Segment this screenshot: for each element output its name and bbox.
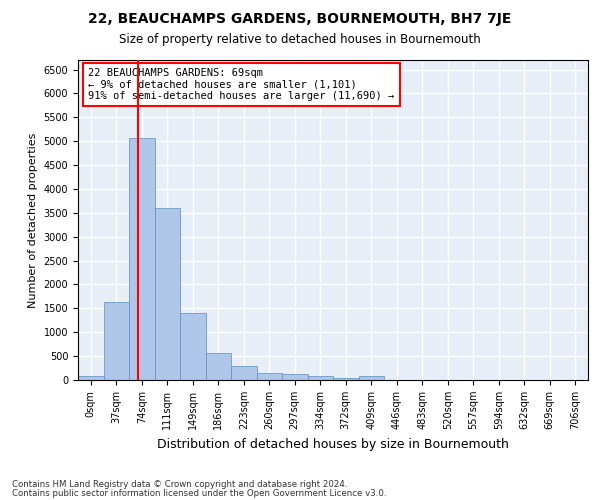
Text: 22 BEAUCHAMPS GARDENS: 69sqm
← 9% of detached houses are smaller (1,101)
91% of : 22 BEAUCHAMPS GARDENS: 69sqm ← 9% of det… <box>88 68 394 101</box>
Bar <box>104 302 129 380</box>
Bar <box>205 352 231 380</box>
Text: Contains public sector information licensed under the Open Government Licence v3: Contains public sector information licen… <box>12 488 386 498</box>
Bar <box>359 376 384 380</box>
Bar <box>78 376 104 380</box>
Text: Contains HM Land Registry data © Crown copyright and database right 2024.: Contains HM Land Registry data © Crown c… <box>12 480 347 489</box>
X-axis label: Distribution of detached houses by size in Bournemouth: Distribution of detached houses by size … <box>157 438 509 450</box>
Text: 22, BEAUCHAMPS GARDENS, BOURNEMOUTH, BH7 7JE: 22, BEAUCHAMPS GARDENS, BOURNEMOUTH, BH7… <box>88 12 512 26</box>
Bar <box>257 373 282 380</box>
Y-axis label: Number of detached properties: Number of detached properties <box>28 132 38 308</box>
Bar <box>333 378 359 380</box>
Bar <box>308 376 333 380</box>
Bar <box>129 138 155 380</box>
Bar <box>282 374 308 380</box>
Text: Size of property relative to detached houses in Bournemouth: Size of property relative to detached ho… <box>119 32 481 46</box>
Bar <box>231 366 257 380</box>
Bar <box>180 313 205 380</box>
Bar <box>155 208 180 380</box>
